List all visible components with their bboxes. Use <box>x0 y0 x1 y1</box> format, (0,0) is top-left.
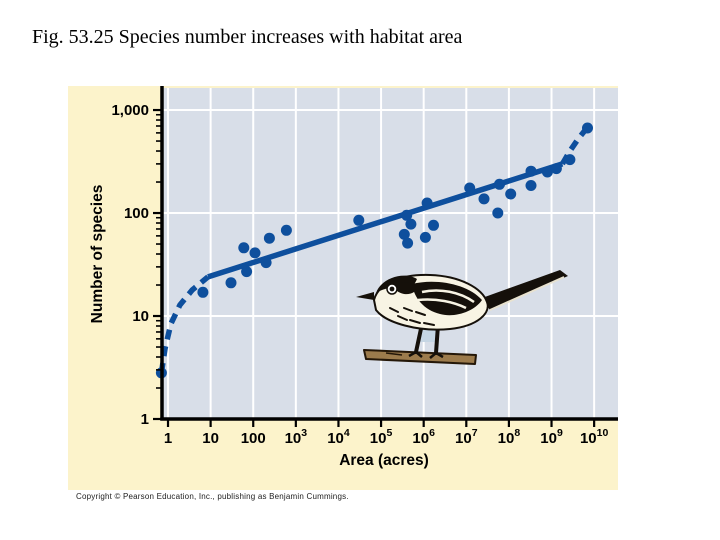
svg-text:109: 109 <box>540 427 563 447</box>
copyright-text: Copyright © Pearson Education, Inc., pub… <box>76 492 349 501</box>
svg-text:105: 105 <box>370 427 393 447</box>
svg-text:Number of species: Number of species <box>89 185 106 324</box>
svg-text:107: 107 <box>455 427 478 447</box>
branch <box>363 349 477 365</box>
bird-illustration <box>356 270 568 365</box>
svg-text:108: 108 <box>498 427 521 447</box>
page-title: Fig. 53.25 Species number increases with… <box>32 26 463 48</box>
svg-text:1010: 1010 <box>580 427 609 447</box>
svg-text:10: 10 <box>202 430 219 447</box>
figure-panel: 1 10 100 103 104 105 106 107 108 109 1010 1,000 100 1… <box>68 86 618 490</box>
species-area-chart: 1 10 100 103 104 105 106 107 108 109 1010 1,000 100 1… <box>89 86 618 469</box>
svg-text:104: 104 <box>327 427 350 447</box>
svg-text:106: 106 <box>412 427 435 447</box>
svg-text:1: 1 <box>164 430 172 447</box>
svg-text:1: 1 <box>141 411 149 428</box>
svg-text:100: 100 <box>124 205 149 222</box>
svg-text:1,000: 1,000 <box>111 102 149 119</box>
svg-text:103: 103 <box>285 427 308 447</box>
svg-text:10: 10 <box>132 308 149 325</box>
svg-text:Area (acres): Area (acres) <box>339 452 429 469</box>
svg-text:100: 100 <box>241 430 266 447</box>
